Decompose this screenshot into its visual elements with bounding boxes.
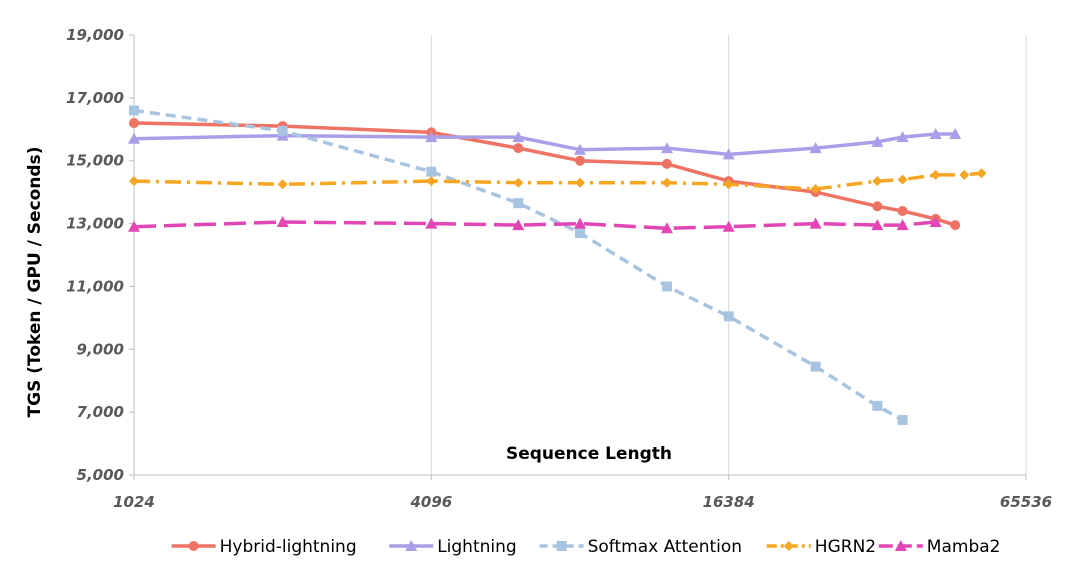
series-line-hybrid-lightning bbox=[133, 121, 956, 227]
y-tick-label: 5,000 bbox=[77, 466, 124, 484]
series-layer bbox=[128, 105, 987, 425]
data-point-square bbox=[426, 166, 437, 177]
series-line-lightning bbox=[133, 132, 956, 157]
legend-item-softmax-attention: Softmax Attention bbox=[539, 537, 742, 557]
data-point-triangle bbox=[660, 222, 673, 234]
gridlines bbox=[430, 35, 1027, 475]
data-point-square bbox=[661, 281, 672, 292]
y-tick-label: 17,000 bbox=[66, 89, 124, 107]
data-point-triangle bbox=[405, 540, 418, 551]
y-tick-label: 7,000 bbox=[77, 403, 124, 421]
y-axis-title: TGS (Token / GPU / Seconds) bbox=[25, 147, 45, 418]
data-point-triangle bbox=[722, 220, 735, 232]
series-softmax-attention bbox=[129, 105, 908, 425]
data-point-diamond bbox=[723, 179, 734, 190]
x-tick-label: 1024 bbox=[113, 493, 155, 511]
data-point-triangle bbox=[809, 217, 822, 229]
data-point-diamond bbox=[872, 176, 883, 187]
series-line-softmax-attention bbox=[133, 108, 904, 422]
data-point-diamond bbox=[783, 541, 794, 551]
data-point-triangle bbox=[128, 132, 140, 144]
data-point-triangle bbox=[894, 540, 907, 551]
data-point-triangle bbox=[809, 142, 822, 154]
legend-label: Softmax Attention bbox=[588, 537, 742, 557]
y-tick-label: 19,000 bbox=[66, 26, 124, 44]
data-point-triangle bbox=[896, 131, 909, 143]
legend-item-hybrid-lightning: Hybrid-lightning bbox=[171, 537, 357, 557]
data-point-triangle bbox=[949, 128, 962, 139]
data-point-triangle bbox=[512, 219, 525, 231]
data-point-square bbox=[810, 361, 821, 372]
data-point-circle bbox=[188, 541, 199, 551]
data-point-triangle bbox=[929, 128, 942, 139]
y-tick-label: 11,000 bbox=[66, 277, 124, 295]
data-point-diamond bbox=[897, 174, 908, 185]
series-lightning bbox=[128, 128, 962, 160]
y-tick-labels: 5,000 7,000 9,000 11,000 13,000 15,000 17,000 1… bbox=[66, 26, 124, 484]
y-tick-label: 9,000 bbox=[77, 340, 124, 358]
legend-item-mamba2: Mamba2 bbox=[878, 537, 1001, 557]
x-tick-labels: 1024 4096 16384 65536 bbox=[113, 493, 1052, 511]
legend-label: Lightning bbox=[437, 537, 517, 557]
series-mamba2 bbox=[128, 216, 942, 234]
data-point-triangle bbox=[276, 216, 289, 227]
legend: Hybrid-lightning Lightning Softmax Attenti… bbox=[171, 537, 1001, 557]
legend-item-lightning: Lightning bbox=[389, 537, 517, 557]
data-point-triangle bbox=[929, 216, 942, 227]
data-point-circle bbox=[950, 220, 961, 231]
data-point-circle bbox=[872, 201, 883, 212]
data-point-circle bbox=[897, 206, 908, 216]
data-point-triangle bbox=[871, 219, 884, 231]
data-point-circle bbox=[129, 118, 139, 128]
x-tick-label: 16384 bbox=[703, 493, 755, 511]
data-point-diamond bbox=[976, 168, 987, 179]
data-point-diamond bbox=[129, 176, 139, 187]
data-point-triangle bbox=[660, 142, 673, 154]
data-point-diamond bbox=[277, 179, 288, 190]
data-point-diamond bbox=[930, 169, 941, 180]
y-tick-label: 13,000 bbox=[66, 215, 124, 233]
x-tick-label: 4096 bbox=[409, 493, 452, 511]
data-point-circle bbox=[661, 158, 672, 169]
data-point-triangle bbox=[425, 131, 438, 143]
data-point-triangle bbox=[871, 135, 884, 147]
data-point-triangle bbox=[722, 148, 735, 160]
series-line-hgrn2 bbox=[133, 171, 982, 191]
series-line-mamba2 bbox=[133, 220, 936, 231]
data-point-triangle bbox=[512, 131, 525, 143]
data-point-square bbox=[897, 415, 908, 425]
legend-label: HGRN2 bbox=[815, 537, 876, 557]
data-point-diamond bbox=[426, 176, 437, 187]
data-point-square bbox=[513, 198, 524, 209]
data-point-triangle bbox=[574, 217, 586, 229]
data-point-diamond bbox=[810, 184, 821, 194]
data-point-square bbox=[277, 125, 288, 136]
data-point-diamond bbox=[959, 169, 970, 180]
data-point-square bbox=[575, 228, 585, 238]
data-point-triangle bbox=[425, 217, 438, 229]
data-point-diamond bbox=[575, 177, 585, 188]
data-point-square bbox=[872, 400, 883, 411]
data-point-circle bbox=[575, 155, 585, 166]
series-hgrn2 bbox=[129, 168, 987, 194]
data-point-circle bbox=[513, 143, 524, 154]
data-point-square bbox=[129, 105, 139, 116]
data-point-diamond bbox=[513, 177, 524, 188]
data-point-square bbox=[556, 541, 567, 551]
legend-item-hgrn2: HGRN2 bbox=[766, 537, 876, 557]
data-point-diamond bbox=[661, 177, 672, 188]
data-point-triangle bbox=[896, 219, 909, 231]
y-tick-label: 15,000 bbox=[66, 152, 124, 170]
x-tick-label: 65536 bbox=[1000, 493, 1052, 511]
data-point-triangle bbox=[574, 143, 586, 155]
legend-label: Hybrid-lightning bbox=[220, 537, 357, 557]
x-axis-title: Sequence Length bbox=[506, 444, 672, 464]
data-point-triangle bbox=[128, 220, 140, 232]
data-point-square bbox=[723, 311, 734, 322]
legend-label: Mamba2 bbox=[927, 537, 1001, 557]
